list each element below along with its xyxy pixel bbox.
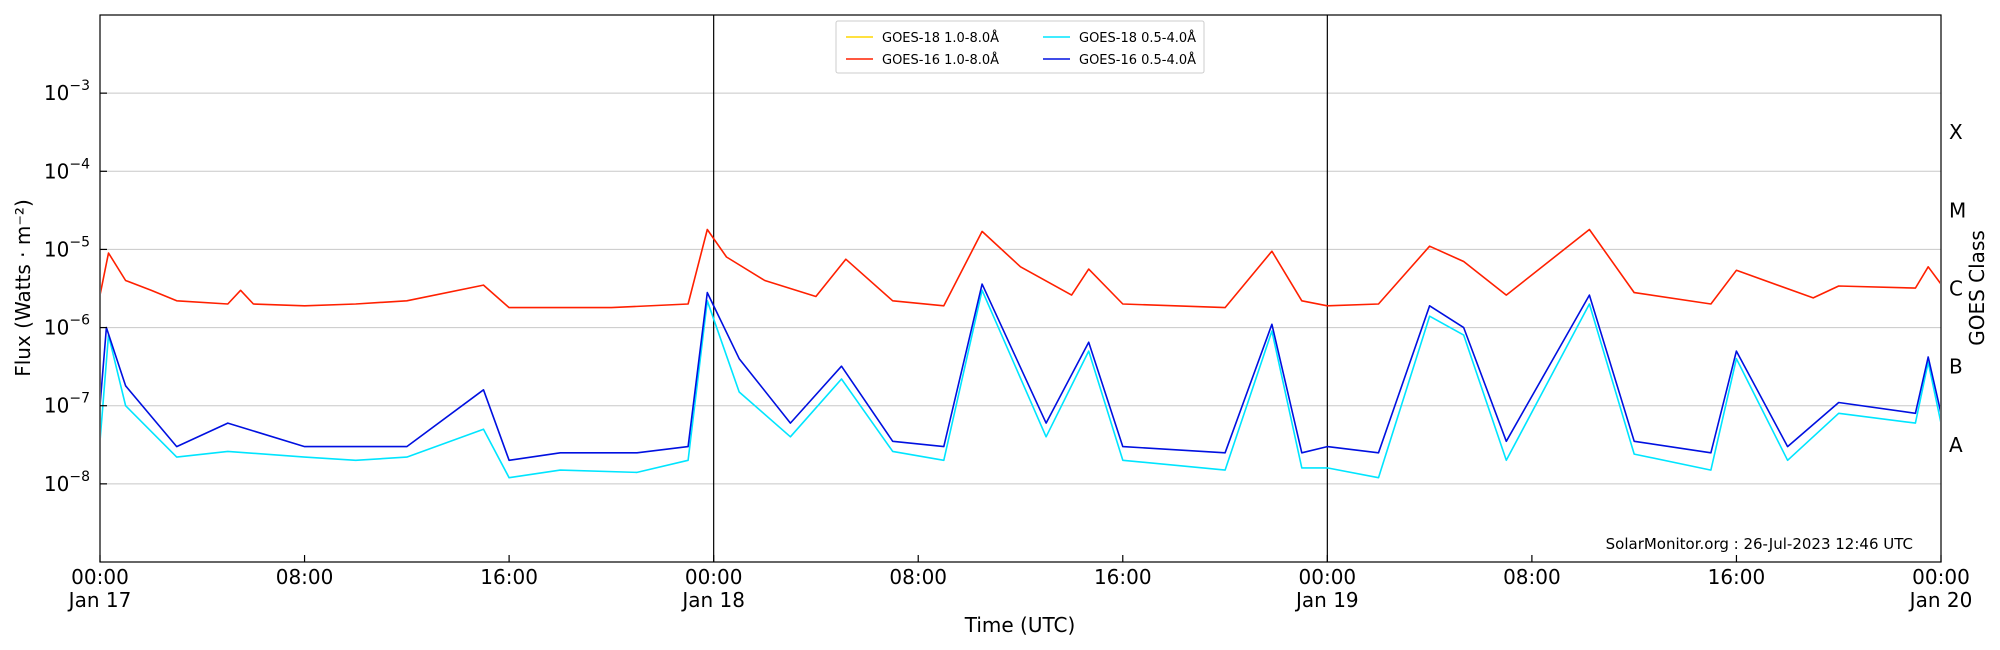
y-axis-title: Flux (Watts · m⁻²)	[11, 199, 35, 377]
series-layer	[101, 228, 1940, 479]
goes-class-label: M	[1949, 198, 1966, 222]
y-axis-ticks: 10−8 10−7 10−6 10−5 10−4 10−3	[44, 78, 107, 496]
series-line	[101, 228, 1940, 309]
goes-class-labels: A B C M X	[1949, 120, 1966, 457]
legend-label: GOES-18 0.5-4.0Å	[1079, 30, 1196, 46]
x-tick-label: 08:00	[1503, 565, 1561, 589]
x-tick-label: 00:00	[71, 565, 129, 589]
y-tick-label: 10−3	[44, 78, 90, 105]
series-line	[101, 283, 1940, 462]
legend: GOES-18 1.0-8.0Å GOES-16 1.0-8.0Å GOES-18 …	[835, 20, 1205, 74]
series-line	[101, 289, 1940, 479]
y-tick-label: 10−6	[44, 313, 90, 340]
x-tick-date-label: Jan 19	[1294, 588, 1359, 612]
goes-class-label: X	[1949, 120, 1963, 144]
x-tick-date-label: Jan 17	[67, 588, 132, 612]
legend-box	[835, 20, 1205, 74]
x-tick-date-label: Jan 18	[680, 588, 745, 612]
y-tick-label: 10−8	[44, 469, 90, 496]
y2-axis-title: GOES Class	[1965, 230, 1989, 346]
x-tick-label: 16:00	[1094, 565, 1152, 589]
legend-label: GOES-18 1.0-8.0Å	[882, 30, 999, 46]
goes-class-label: C	[1949, 277, 1963, 301]
x-tick-label: 16:00	[480, 565, 538, 589]
x-tick-label: 08:00	[276, 565, 334, 589]
annotation-text: SolarMonitor.org : 26-Jul-2023 12:46 UTC	[1606, 535, 1913, 553]
y-tick-label: 10−4	[44, 156, 90, 183]
x-tick-label: 16:00	[1708, 565, 1766, 589]
x-tick-label: 08:00	[889, 565, 947, 589]
goes-class-label: B	[1949, 355, 1963, 379]
day-boundary-layer	[713, 15, 1328, 562]
x-tick-label: 00:00	[1912, 565, 1970, 589]
grid-layer	[100, 92, 1941, 485]
legend-label: GOES-16 0.5-4.0Å	[1079, 52, 1196, 68]
plot-frame	[99, 14, 1942, 563]
x-tick-label: 00:00	[1299, 565, 1357, 589]
y-tick-label: 10−5	[44, 234, 90, 261]
y-tick-label: 10−7	[44, 391, 90, 418]
x-tick-label: 00:00	[685, 565, 743, 589]
goes-class-label: A	[1949, 433, 1963, 457]
x-axis-title: Time (UTC)	[964, 613, 1076, 637]
x-tick-date-label: Jan 20	[1908, 588, 1973, 612]
legend-label: GOES-16 1.0-8.0Å	[882, 52, 999, 68]
